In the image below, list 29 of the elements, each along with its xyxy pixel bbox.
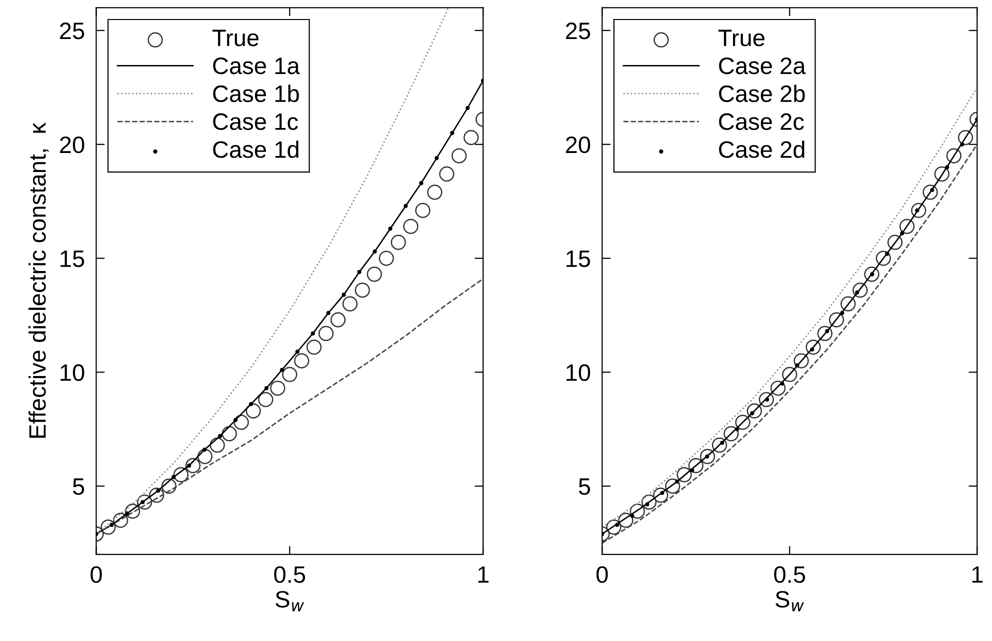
y-tick-label: 10 <box>60 364 84 381</box>
legend-label: Case 1a <box>213 57 300 74</box>
y-axis-title: Effective dielectric constant, κ <box>28 122 49 438</box>
y-tick-label: 20 <box>566 136 590 154</box>
y-tick-label: 25 <box>566 22 590 40</box>
legend-label: True <box>718 30 764 46</box>
legend-label: True <box>212 30 259 46</box>
legend-label: Case 1d <box>213 140 298 158</box>
y-tick-label: 15 <box>566 250 590 268</box>
legend-label: Case 2a <box>719 57 806 74</box>
y-tick-label: 25 <box>60 22 84 40</box>
x-axis-title: S$_{w}$ <box>776 590 804 612</box>
y-tick-label: 10 <box>566 364 590 381</box>
x-axis-title: S$_{w}$ <box>276 590 304 612</box>
x-tick-label: 1 <box>972 566 983 583</box>
x-tick-label: 0 <box>596 566 608 583</box>
x-tick-label: 0.5 <box>774 566 806 583</box>
legend-label: Case 2d <box>719 140 804 158</box>
legend-label: Case 2b <box>719 84 805 102</box>
legend-label: Case 1c <box>213 113 298 130</box>
legend-label: Case 2c <box>719 113 804 130</box>
x-tick-label: 1 <box>478 566 489 583</box>
x-tick-label: 0.5 <box>274 566 306 583</box>
legend-label: Case 1b <box>213 84 299 102</box>
y-tick-label: 15 <box>60 250 84 268</box>
y-tick-label: 5 <box>578 478 590 495</box>
x-tick-label: 0 <box>90 566 102 583</box>
y-tick-label: 20 <box>60 136 84 154</box>
y-tick-label: 5 <box>72 478 84 495</box>
